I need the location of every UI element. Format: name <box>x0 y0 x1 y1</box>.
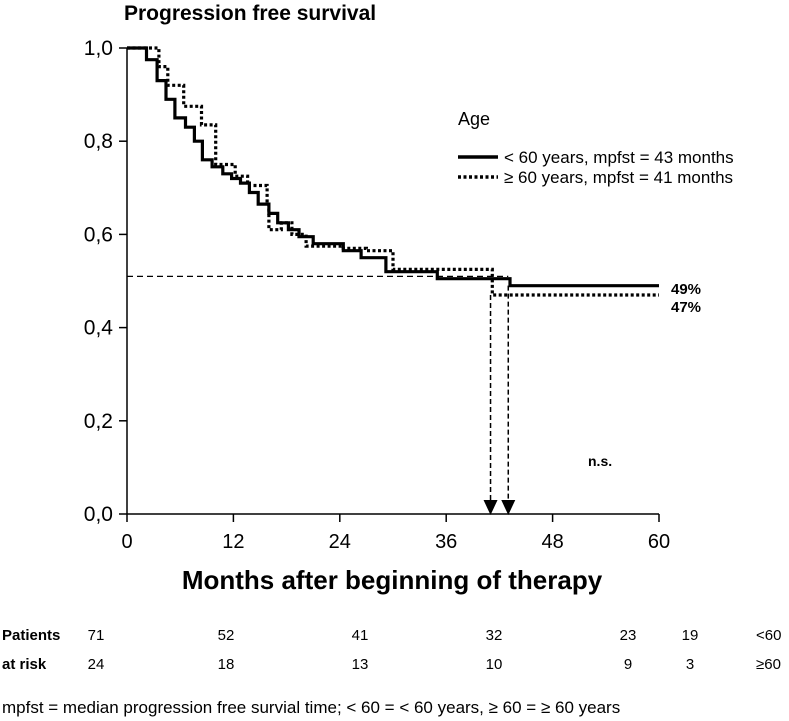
y-tick-label: 0,6 <box>84 223 113 246</box>
risk-value: 3 <box>686 656 694 673</box>
x-axis-label: Months after beginning of therapy <box>182 565 603 595</box>
risk-group-60-plus: ≥60 <box>756 656 781 673</box>
risk-group-under-60: <60 <box>756 627 781 644</box>
y-ticks: 0,0 0,2 0,4 0,6 0,8 1,0 <box>84 37 127 526</box>
y-tick-label: 0,4 <box>84 317 114 340</box>
y-tick-label: 1,0 <box>84 37 113 60</box>
median-arrows <box>483 285 516 515</box>
risk-value: 19 <box>682 627 699 644</box>
risk-value: 32 <box>486 627 503 644</box>
legend: Age < 60 years, mpfst = 43 months ≥ 60 y… <box>458 109 734 187</box>
risk-table: Patients at risk 71 52 41 32 23 19 24 18 13 10 9 3… <box>2 627 781 673</box>
curve-60-plus <box>127 46 659 297</box>
risk-value: 13 <box>352 656 369 673</box>
chart-title: Progression free survival <box>124 2 376 25</box>
axes <box>126 48 659 515</box>
median-arrow-head <box>501 500 516 515</box>
median-arrow-head <box>483 500 498 515</box>
risk-label-at-risk: at risk <box>2 656 47 673</box>
end-label-47: 47% <box>671 299 701 316</box>
risk-row-60-plus: 24 18 13 10 9 3 <box>88 656 695 673</box>
x-tick-label: 24 <box>329 531 351 553</box>
risk-value: 23 <box>620 627 637 644</box>
y-tick-label: 0,8 <box>84 130 113 153</box>
risk-value: 9 <box>624 656 632 673</box>
risk-row-under-60: 71 52 41 32 23 19 <box>88 627 699 644</box>
survival-curves <box>127 46 659 297</box>
risk-value: 71 <box>88 627 105 644</box>
x-tick-label: 12 <box>222 531 244 553</box>
y-tick-label: 0,0 <box>84 503 113 526</box>
x-tick-label: 36 <box>435 531 457 553</box>
end-label-49: 49% <box>671 281 701 298</box>
legend-entry-60-plus: ≥ 60 years, mpfst = 41 months <box>504 168 733 187</box>
x-ticks: 0 12 24 36 48 60 <box>121 514 670 553</box>
risk-value: 18 <box>218 656 235 673</box>
significance-label: n.s. <box>588 453 612 469</box>
risk-label-patients: Patients <box>2 627 60 644</box>
risk-value: 24 <box>88 656 105 673</box>
risk-value: 41 <box>352 627 369 644</box>
y-tick-label: 0,2 <box>84 410 113 433</box>
footnote: mpfst = median progression free survial … <box>2 698 620 717</box>
x-tick-label: 60 <box>648 531 670 553</box>
risk-value: 52 <box>218 627 235 644</box>
x-tick-label: 48 <box>541 531 563 553</box>
x-tick-label: 0 <box>121 531 132 553</box>
legend-entry-under-60: < 60 years, mpfst = 43 months <box>504 148 734 167</box>
legend-title: Age <box>458 109 490 129</box>
curve-under-60 <box>127 46 659 288</box>
risk-value: 10 <box>486 656 503 673</box>
